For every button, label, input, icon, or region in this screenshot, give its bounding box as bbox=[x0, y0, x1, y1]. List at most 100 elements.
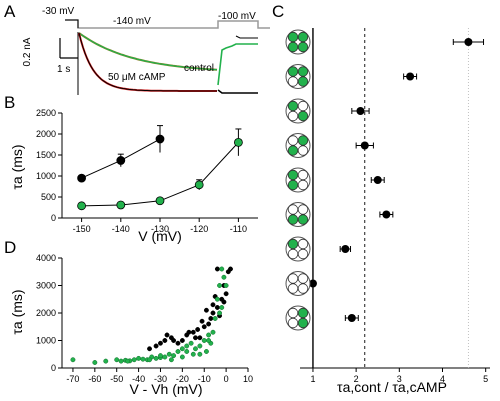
control-trace-overlay bbox=[78, 32, 218, 71]
scatter-point bbox=[219, 266, 225, 272]
scatter-point bbox=[166, 351, 172, 357]
bound-subunit bbox=[287, 66, 299, 77]
data-point bbox=[464, 38, 473, 46]
bound-subunit bbox=[287, 41, 299, 53]
control-tail bbox=[217, 43, 258, 86]
x-tick-label: -50 bbox=[110, 374, 123, 384]
x-tick-label: 4 bbox=[440, 374, 445, 384]
x-tick-label: -60 bbox=[88, 374, 101, 384]
subunit-glyph-icon bbox=[285, 202, 311, 227]
scatter-point bbox=[193, 335, 198, 341]
unbound-subunit bbox=[297, 283, 309, 294]
bound-subunit bbox=[297, 41, 309, 53]
unbound-subunit bbox=[297, 204, 309, 215]
subunit-glyph-icon bbox=[285, 29, 311, 55]
unbound-subunit bbox=[297, 169, 309, 181]
bound-subunit bbox=[287, 179, 299, 191]
bound-subunit bbox=[287, 238, 299, 250]
scatter-point bbox=[179, 346, 185, 352]
unbound-subunit bbox=[287, 110, 299, 122]
scatter-point bbox=[188, 340, 194, 346]
scatter-point bbox=[221, 274, 227, 280]
unbound-subunit bbox=[287, 76, 299, 87]
scatter-point bbox=[203, 349, 209, 354]
x-tick-label: -70 bbox=[66, 374, 79, 384]
camp-trace-label: 50 μM cAMP bbox=[108, 72, 166, 83]
scatter-point bbox=[208, 316, 214, 321]
scatter-point bbox=[210, 302, 216, 308]
scatter-point bbox=[197, 335, 203, 341]
protocol-hold-step bbox=[65, 19, 79, 28]
unbound-subunit bbox=[297, 100, 309, 112]
panel-d-letter: D bbox=[4, 238, 16, 257]
camp-trace-overlay bbox=[78, 32, 217, 92]
x-tick-label: -120 bbox=[190, 224, 208, 234]
scatter-point bbox=[206, 338, 212, 343]
scatter-point bbox=[136, 355, 142, 361]
subunit-glyph-icon bbox=[285, 305, 311, 331]
unbound-subunit bbox=[287, 283, 299, 294]
data-point bbox=[308, 279, 317, 288]
scatter-point bbox=[184, 343, 190, 349]
x-tick-label: -40 bbox=[132, 374, 145, 384]
unbound-subunit bbox=[287, 248, 299, 260]
tail-overlay bbox=[235, 35, 258, 39]
data-point bbox=[116, 156, 126, 165]
panel-b-chart: τa (ms) V (mV) 0 500 1000 1500 2000 2500 -150 -… bbox=[9, 108, 258, 244]
subunit-glyph-icon bbox=[285, 98, 311, 124]
scatter-point bbox=[201, 324, 207, 330]
y-tick-label: 2000 bbox=[36, 308, 56, 318]
data-point bbox=[194, 180, 204, 190]
scatter-point bbox=[228, 266, 233, 272]
unbound-subunit bbox=[297, 238, 309, 250]
y-tick-label: 0 bbox=[51, 363, 56, 373]
x-tick-label: -20 bbox=[176, 374, 189, 384]
scatter-point bbox=[147, 357, 152, 363]
data-point bbox=[341, 245, 350, 253]
x-tick-label: -130 bbox=[151, 224, 169, 234]
panel-b-ylabel: τa (ms) bbox=[9, 144, 25, 189]
bound-subunit bbox=[287, 31, 299, 43]
scatter-point bbox=[197, 351, 203, 357]
subunit-glyph-icon bbox=[285, 236, 311, 262]
bound-subunit bbox=[297, 317, 309, 329]
scatter-point bbox=[164, 332, 170, 338]
scatter-point bbox=[186, 329, 192, 335]
scatter-point bbox=[214, 305, 220, 310]
data-point bbox=[155, 134, 165, 144]
data-point bbox=[360, 141, 369, 150]
unbound-subunit bbox=[287, 273, 299, 284]
protocol-tail-label: -100 mV bbox=[218, 11, 256, 22]
scatter-point bbox=[193, 346, 198, 352]
unbound-subunit bbox=[297, 179, 309, 191]
y-tick-label: 1000 bbox=[36, 171, 56, 181]
x-tick-label: 0 bbox=[224, 374, 229, 384]
data-point bbox=[77, 173, 86, 183]
data-point bbox=[356, 107, 365, 115]
scatter-point bbox=[147, 346, 152, 352]
panel-b-letter: B bbox=[4, 93, 15, 112]
scatter-point bbox=[162, 354, 168, 360]
x-tick-label: 2 bbox=[354, 374, 359, 384]
scatter-point bbox=[92, 360, 98, 365]
current-scale-label: 0.2 nA bbox=[22, 37, 33, 66]
scatter-point bbox=[184, 349, 190, 354]
y-tick-label: 2000 bbox=[36, 129, 56, 139]
scatter-point bbox=[179, 354, 185, 360]
scatter-point bbox=[158, 353, 163, 359]
subunit-glyph-icon bbox=[285, 167, 311, 193]
x-tick-label: 5 bbox=[483, 374, 488, 384]
panel-c-xlabel: τa,cont / τa,cAMP bbox=[337, 379, 447, 395]
scatter-point bbox=[206, 321, 212, 327]
bound-subunit bbox=[287, 100, 299, 112]
unbound-subunit bbox=[297, 248, 309, 260]
control-trace-label: control bbox=[184, 63, 214, 74]
scatter-point bbox=[217, 283, 223, 288]
panel-a-traces: 0.2 nA 1 s 50 μM cAMP control bbox=[22, 32, 258, 95]
panel-d-ylabel: τa (ms) bbox=[9, 289, 25, 334]
panel-c-chart: τa,cont / τa,cAMP 1 2 3 4 5 bbox=[285, 28, 490, 395]
scatter-point bbox=[217, 310, 223, 316]
scatter-point bbox=[175, 340, 181, 346]
panel-d-chart: τa (ms) V - Vh (mV) 0 1000 2000 3000 4000 -70… bbox=[9, 253, 253, 397]
unbound-subunit bbox=[287, 317, 299, 329]
